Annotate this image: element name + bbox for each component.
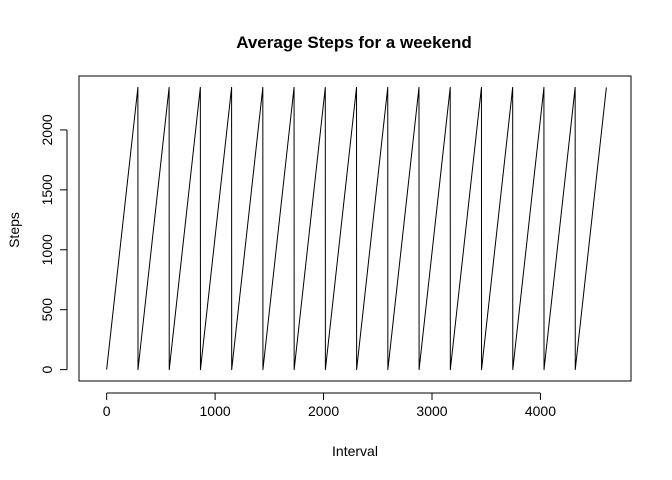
x-tick-label: 0 xyxy=(103,403,111,419)
y-axis: 0 500 1000 1500 2000 xyxy=(39,114,68,374)
x-tick-label: 3000 xyxy=(416,403,447,419)
series-layer xyxy=(106,86,607,371)
y-tick-label: 500 xyxy=(39,298,55,322)
y-tick-label: 1000 xyxy=(39,234,55,265)
y-axis-label: Steps xyxy=(6,212,22,248)
x-tick-label: 4000 xyxy=(525,403,556,419)
series-line xyxy=(106,86,607,371)
x-axis: 0 1000 2000 3000 4000 xyxy=(103,392,556,419)
chart-title: Average Steps for a weekend xyxy=(236,33,472,52)
y-tick-label: 0 xyxy=(39,366,55,374)
plot-area-frame xyxy=(78,75,632,382)
x-tick-label: 2000 xyxy=(308,403,339,419)
y-tick-label: 1500 xyxy=(39,174,55,205)
x-tick-label: 1000 xyxy=(200,403,231,419)
x-axis-label: Interval xyxy=(332,443,378,459)
y-tick-label: 2000 xyxy=(39,114,55,145)
